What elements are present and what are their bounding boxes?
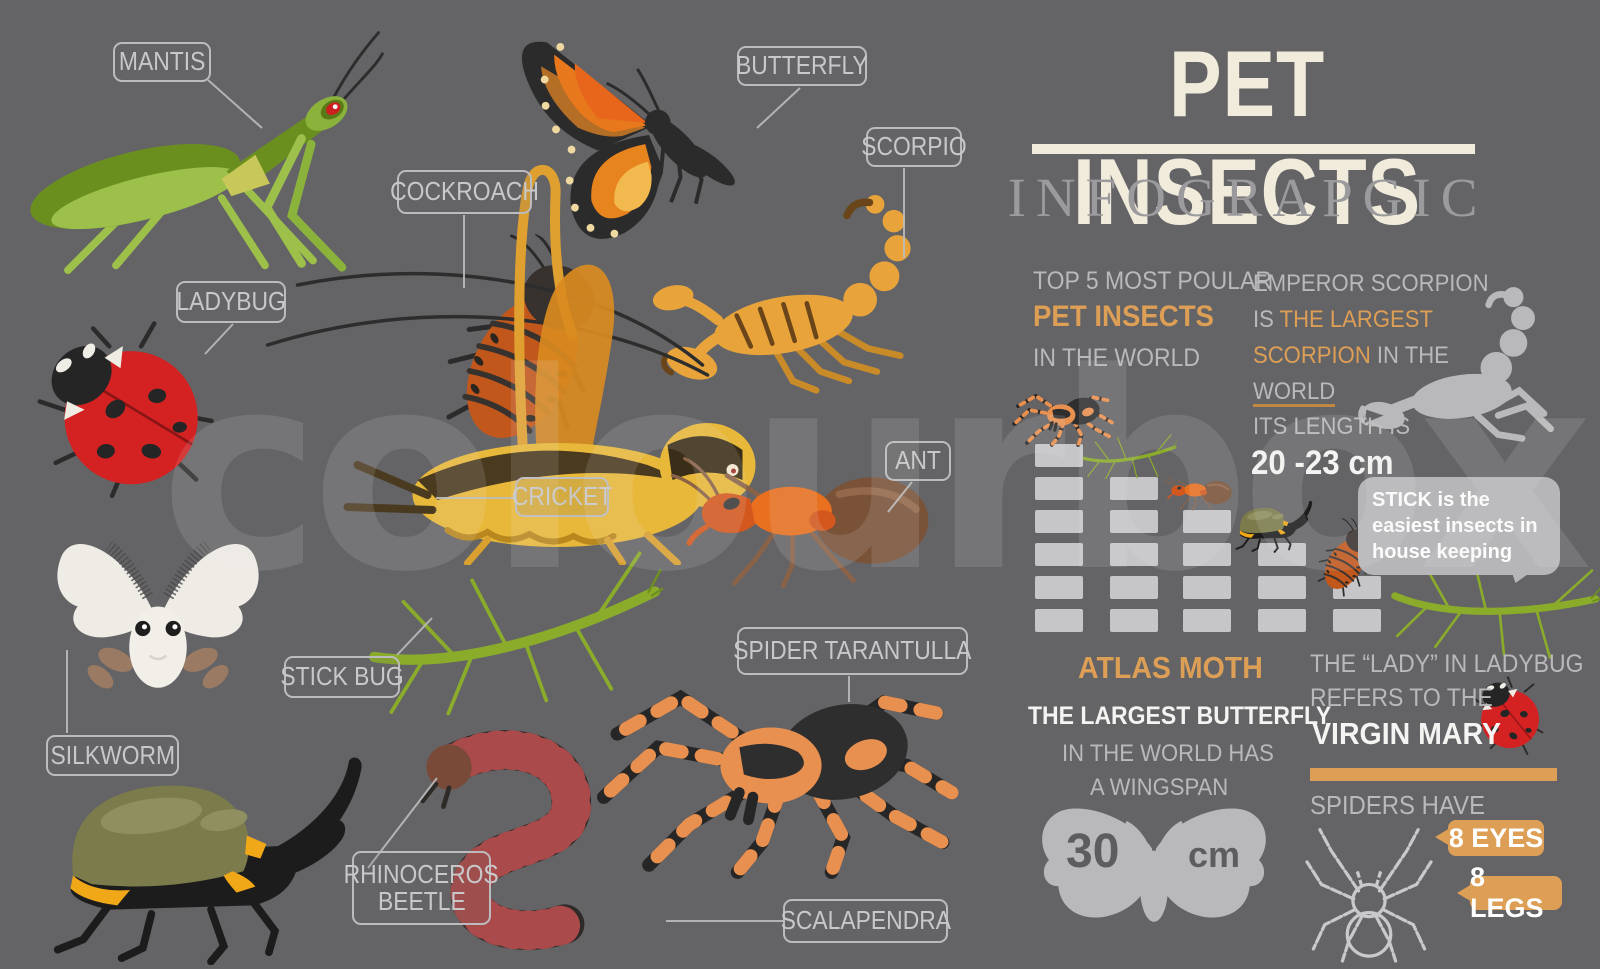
label-butterfly: BUTTERFLY bbox=[736, 46, 868, 86]
stick-fact-bubble: STICK is the easiest insects in house ke… bbox=[1358, 477, 1560, 575]
fact-lady-line3: VIRGIN MARY bbox=[1312, 716, 1502, 751]
wingspan-unit: cm bbox=[1188, 834, 1241, 875]
label-silkworm: SILKWORM bbox=[46, 735, 179, 776]
chart-column-stick-bug bbox=[1110, 420, 1158, 632]
badge-8-eyes: 8 EYES bbox=[1435, 820, 1544, 856]
chart-column-spider-tarantula bbox=[1035, 420, 1083, 632]
title-underline bbox=[1032, 144, 1475, 154]
fact-top5-line1: TOP 5 MOST POULAR bbox=[1033, 267, 1273, 295]
label-spider-tarantulla: SPIDER TARANTULLA bbox=[733, 627, 972, 675]
page-subtitle: INFOGRAPGIC bbox=[1007, 167, 1488, 228]
spiders-divider bbox=[1310, 768, 1557, 781]
fact-emperor-line3: SCORPION IN THE bbox=[1253, 342, 1449, 369]
fact-emperor-line4: WORLD bbox=[1253, 378, 1336, 405]
label-mantis: MANTIS bbox=[113, 42, 211, 82]
label-stick-bug: STICK BUG bbox=[280, 656, 404, 698]
fact-atlas-line1: THE LARGEST BUTTERFLY bbox=[1028, 702, 1332, 730]
badge-8-legs: 8 LEGS bbox=[1457, 862, 1562, 923]
fact-emperor: EMPEROR SCORPION IS THE LARGEST SCORPION… bbox=[1253, 266, 1489, 410]
ladybug-illustration bbox=[13, 305, 231, 510]
fact-lady-line2: REFERS TO THE bbox=[1310, 684, 1493, 712]
fact-atlas-heading: ATLAS MOTH bbox=[1078, 650, 1263, 685]
fact-spiders-heading: SPIDERS HAVE bbox=[1310, 790, 1486, 820]
fact-emperor-line1: EMPEROR SCORPION bbox=[1253, 270, 1489, 297]
fact-top5-line2: PET INSECTS bbox=[1033, 300, 1214, 333]
label-rhinoceros-beetle: RHINOCEROS BEETLE bbox=[344, 851, 499, 925]
fact-emperor-line5: ITS LENGTH IS bbox=[1253, 413, 1411, 440]
tarantula-illustration bbox=[588, 648, 963, 883]
page-title: PET INSECTS bbox=[1072, 31, 1422, 244]
fact-top5-line3: IN THE WORLD bbox=[1033, 344, 1200, 372]
silkworm-illustration bbox=[48, 520, 268, 715]
chart-column-ant bbox=[1183, 420, 1231, 632]
spider-outline-icon bbox=[1298, 820, 1440, 965]
chart-icon-ant bbox=[1158, 468, 1233, 513]
fact-lady-line1: THE “LADY” IN LADYBUG bbox=[1310, 650, 1584, 678]
chart-column-rhinoceros-beetle bbox=[1258, 420, 1306, 632]
label-cricket: CRICKET bbox=[512, 477, 612, 517]
label-scorpio: SCORPIO bbox=[861, 127, 967, 167]
label-cockroach: COCKROACH bbox=[390, 170, 539, 214]
label-scalapendra: SCALAPENDRA bbox=[780, 899, 951, 943]
popularity-chart bbox=[1008, 420, 1388, 632]
fact-emperor-length: 20 -23 cm bbox=[1251, 444, 1394, 482]
fact-emperor-line2: IS THE LARGEST bbox=[1253, 306, 1433, 333]
label-ladybug: LADYBUG bbox=[176, 281, 286, 323]
emperor-divider bbox=[1253, 404, 1335, 407]
fact-atlas-line2: IN THE WORLD HAS bbox=[1062, 740, 1274, 767]
fact-atlas-line3: A WINGSPAN bbox=[1090, 774, 1229, 801]
chart-icon-rhinoceros-beetle bbox=[1230, 495, 1315, 553]
wingspan-value: 30 bbox=[1066, 825, 1120, 878]
label-ant: ANT bbox=[885, 441, 951, 481]
